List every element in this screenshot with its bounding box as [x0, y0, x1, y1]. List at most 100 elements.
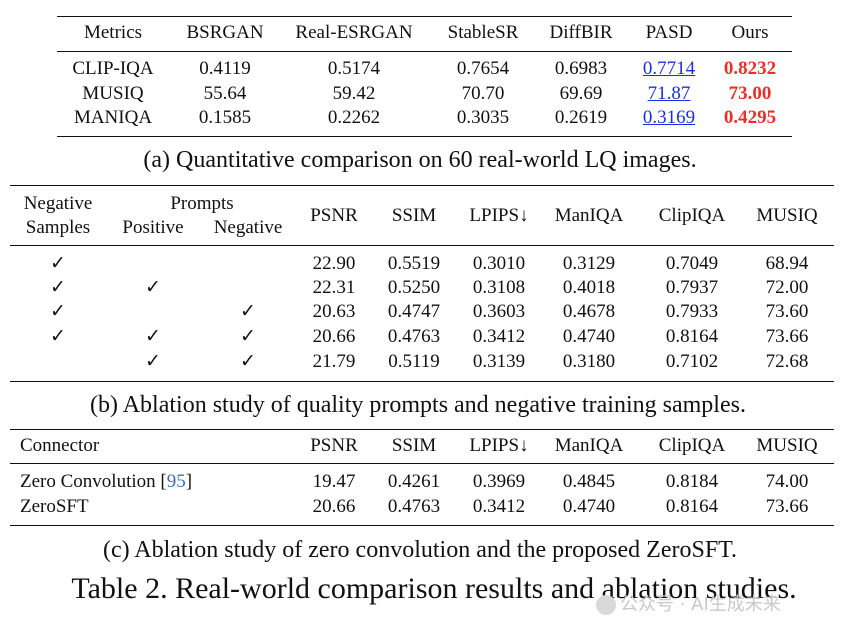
table-b-top-rule [10, 185, 834, 186]
table-c-cell: 73.66 [765, 496, 809, 517]
check-negative-samples: ✓ [50, 326, 66, 347]
check-negative-samples: ✓ [50, 277, 66, 298]
table-a-cell: 0.5174 [327, 58, 381, 79]
table-a-row-label: CLIP-IQA [72, 58, 154, 79]
table-b-cell: 0.3108 [472, 277, 526, 298]
table-a-cell: 0.7654 [456, 58, 510, 79]
connector-label: ZeroSFT [20, 496, 89, 517]
check-negative-samples: ✓ [50, 301, 66, 322]
table-b-cell: 73.60 [765, 301, 809, 322]
table-b-cell: 0.7102 [665, 351, 719, 372]
table-title: Table 2. Real-world comparison results a… [71, 572, 797, 605]
table-a-cell: 0.2262 [327, 107, 381, 128]
table-c-metric-header-0: PSNR [310, 435, 358, 456]
table-c-cell: 0.3412 [472, 496, 526, 517]
table-c-cell: 0.4845 [562, 471, 616, 492]
table-b-cell: 0.3129 [562, 253, 616, 274]
table-c-cell: 0.8164 [665, 496, 719, 517]
table-c-metric-header-4: ClipIQA [658, 435, 726, 456]
table-c-metric-header-2: LPIPS↓ [469, 435, 529, 456]
table-a-row-label: MANIQA [73, 107, 153, 128]
table-a-header-0: Metrics [83, 22, 143, 43]
table-c-cell: 0.4261 [387, 471, 441, 492]
table-a-header-6: Ours [731, 22, 769, 43]
table-b-cell: 20.66 [312, 326, 356, 347]
table-b-metric-header-1: SSIM [391, 205, 437, 226]
table-a-header-3: StableSR [447, 22, 519, 43]
wechat-icon [596, 595, 616, 615]
table-b-bottom-rule [10, 381, 834, 382]
table-a-row-label: MUSIQ [82, 83, 144, 104]
citation-link[interactable]: 95 [166, 471, 186, 492]
header-negative-samples-line2: Samples [25, 217, 91, 238]
table-b-caption: (b) Ablation study of quality prompts an… [90, 392, 746, 418]
table-a-cell: 70.70 [461, 83, 505, 104]
check-negative-prompt: ✓ [240, 301, 256, 322]
table-b-cell: 0.5250 [387, 277, 441, 298]
table-c-metric-header-3: ManIQA [554, 435, 624, 456]
table-b-cell: 0.3139 [472, 351, 526, 372]
table-c-cell: 19.47 [312, 471, 356, 492]
table-b-metric-header-3: ManIQA [554, 205, 624, 226]
table-a-cell: 71.87 [647, 83, 691, 104]
table-a-header-5: PASD [645, 22, 693, 43]
connector-name: ZeroSFT [20, 496, 89, 518]
table-c-top-rule [10, 429, 834, 430]
header-connector: Connector [20, 435, 100, 456]
table-a-cell: 0.7714 [642, 58, 696, 79]
table-b-cell: 72.00 [765, 277, 809, 298]
watermark-text: 公众号 · AI生成未来 [620, 594, 781, 615]
table-b-cell: 0.4018 [562, 277, 616, 298]
table-c-mid-rule [10, 463, 834, 464]
table-b-cell: 22.31 [312, 277, 356, 298]
table-b-cell: 21.79 [312, 351, 356, 372]
table-b-metric-header-2: LPIPS↓ [469, 205, 529, 226]
table-c-cell: 74.00 [765, 471, 809, 492]
table-b-mid-rule [10, 245, 834, 246]
table-b-metric-header-5: MUSIQ [756, 205, 818, 226]
table-c-cell: 0.4763 [387, 496, 441, 517]
table-a-cell: 0.1585 [198, 107, 252, 128]
table-b-cell: 0.3180 [562, 351, 616, 372]
table-a-header-1: BSRGAN [186, 22, 264, 43]
check-negative-prompt: ✓ [240, 326, 256, 347]
table-a-cell: 55.64 [203, 83, 247, 104]
check-positive-prompt: ✓ [145, 277, 161, 298]
table-b-cell: 0.4763 [387, 326, 441, 347]
header-prompts: Prompts [170, 193, 234, 214]
table-b-cell: 68.94 [765, 253, 809, 274]
table-b-cell: 72.68 [765, 351, 809, 372]
table-b-cell: 0.4747 [387, 301, 441, 322]
table-a-bottom-rule [57, 136, 792, 137]
table-a-cell: 0.8232 [723, 58, 777, 79]
table-b-cell: 20.63 [312, 301, 356, 322]
table-c-cell: 0.8184 [665, 471, 719, 492]
table-a-top-rule [57, 16, 792, 17]
table-b-cell: 0.4678 [562, 301, 616, 322]
table-b-cell: 0.7937 [665, 277, 719, 298]
table-a-header-4: DiffBIR [549, 22, 613, 43]
table-a-header-2: Real-ESRGAN [295, 22, 413, 43]
table-a-cell: 0.2619 [554, 107, 608, 128]
table-b-cell: 0.8164 [665, 326, 719, 347]
table-c-cell: 0.4740 [562, 496, 616, 517]
table-a-cell: 69.69 [559, 83, 603, 104]
table-b-cell: 0.7049 [665, 253, 719, 274]
table-b-cell: 0.4740 [562, 326, 616, 347]
table-c-caption: (c) Ablation study of zero convolution a… [102, 537, 738, 563]
table-a-cell: 0.4119 [199, 58, 251, 79]
table-a-cell: 0.3169 [642, 107, 696, 128]
table-a-cell: 73.00 [728, 83, 772, 104]
header-negative-prompt: Negative [213, 217, 283, 238]
watermark: 公众号 · AI生成未来 [596, 590, 781, 616]
table-b-cell: 0.7933 [665, 301, 719, 322]
table-b-metric-header-0: PSNR [310, 205, 358, 226]
table-a-mid-rule [57, 51, 792, 52]
connector-name: Zero Convolution [95] [20, 471, 193, 492]
check-positive-prompt: ✓ [145, 351, 161, 372]
check-negative-samples: ✓ [50, 253, 66, 274]
table-a-cell: 0.6983 [554, 58, 608, 79]
table-b-cell: 22.90 [312, 253, 356, 274]
check-negative-prompt: ✓ [240, 351, 256, 372]
header-positive: Positive [122, 217, 184, 238]
